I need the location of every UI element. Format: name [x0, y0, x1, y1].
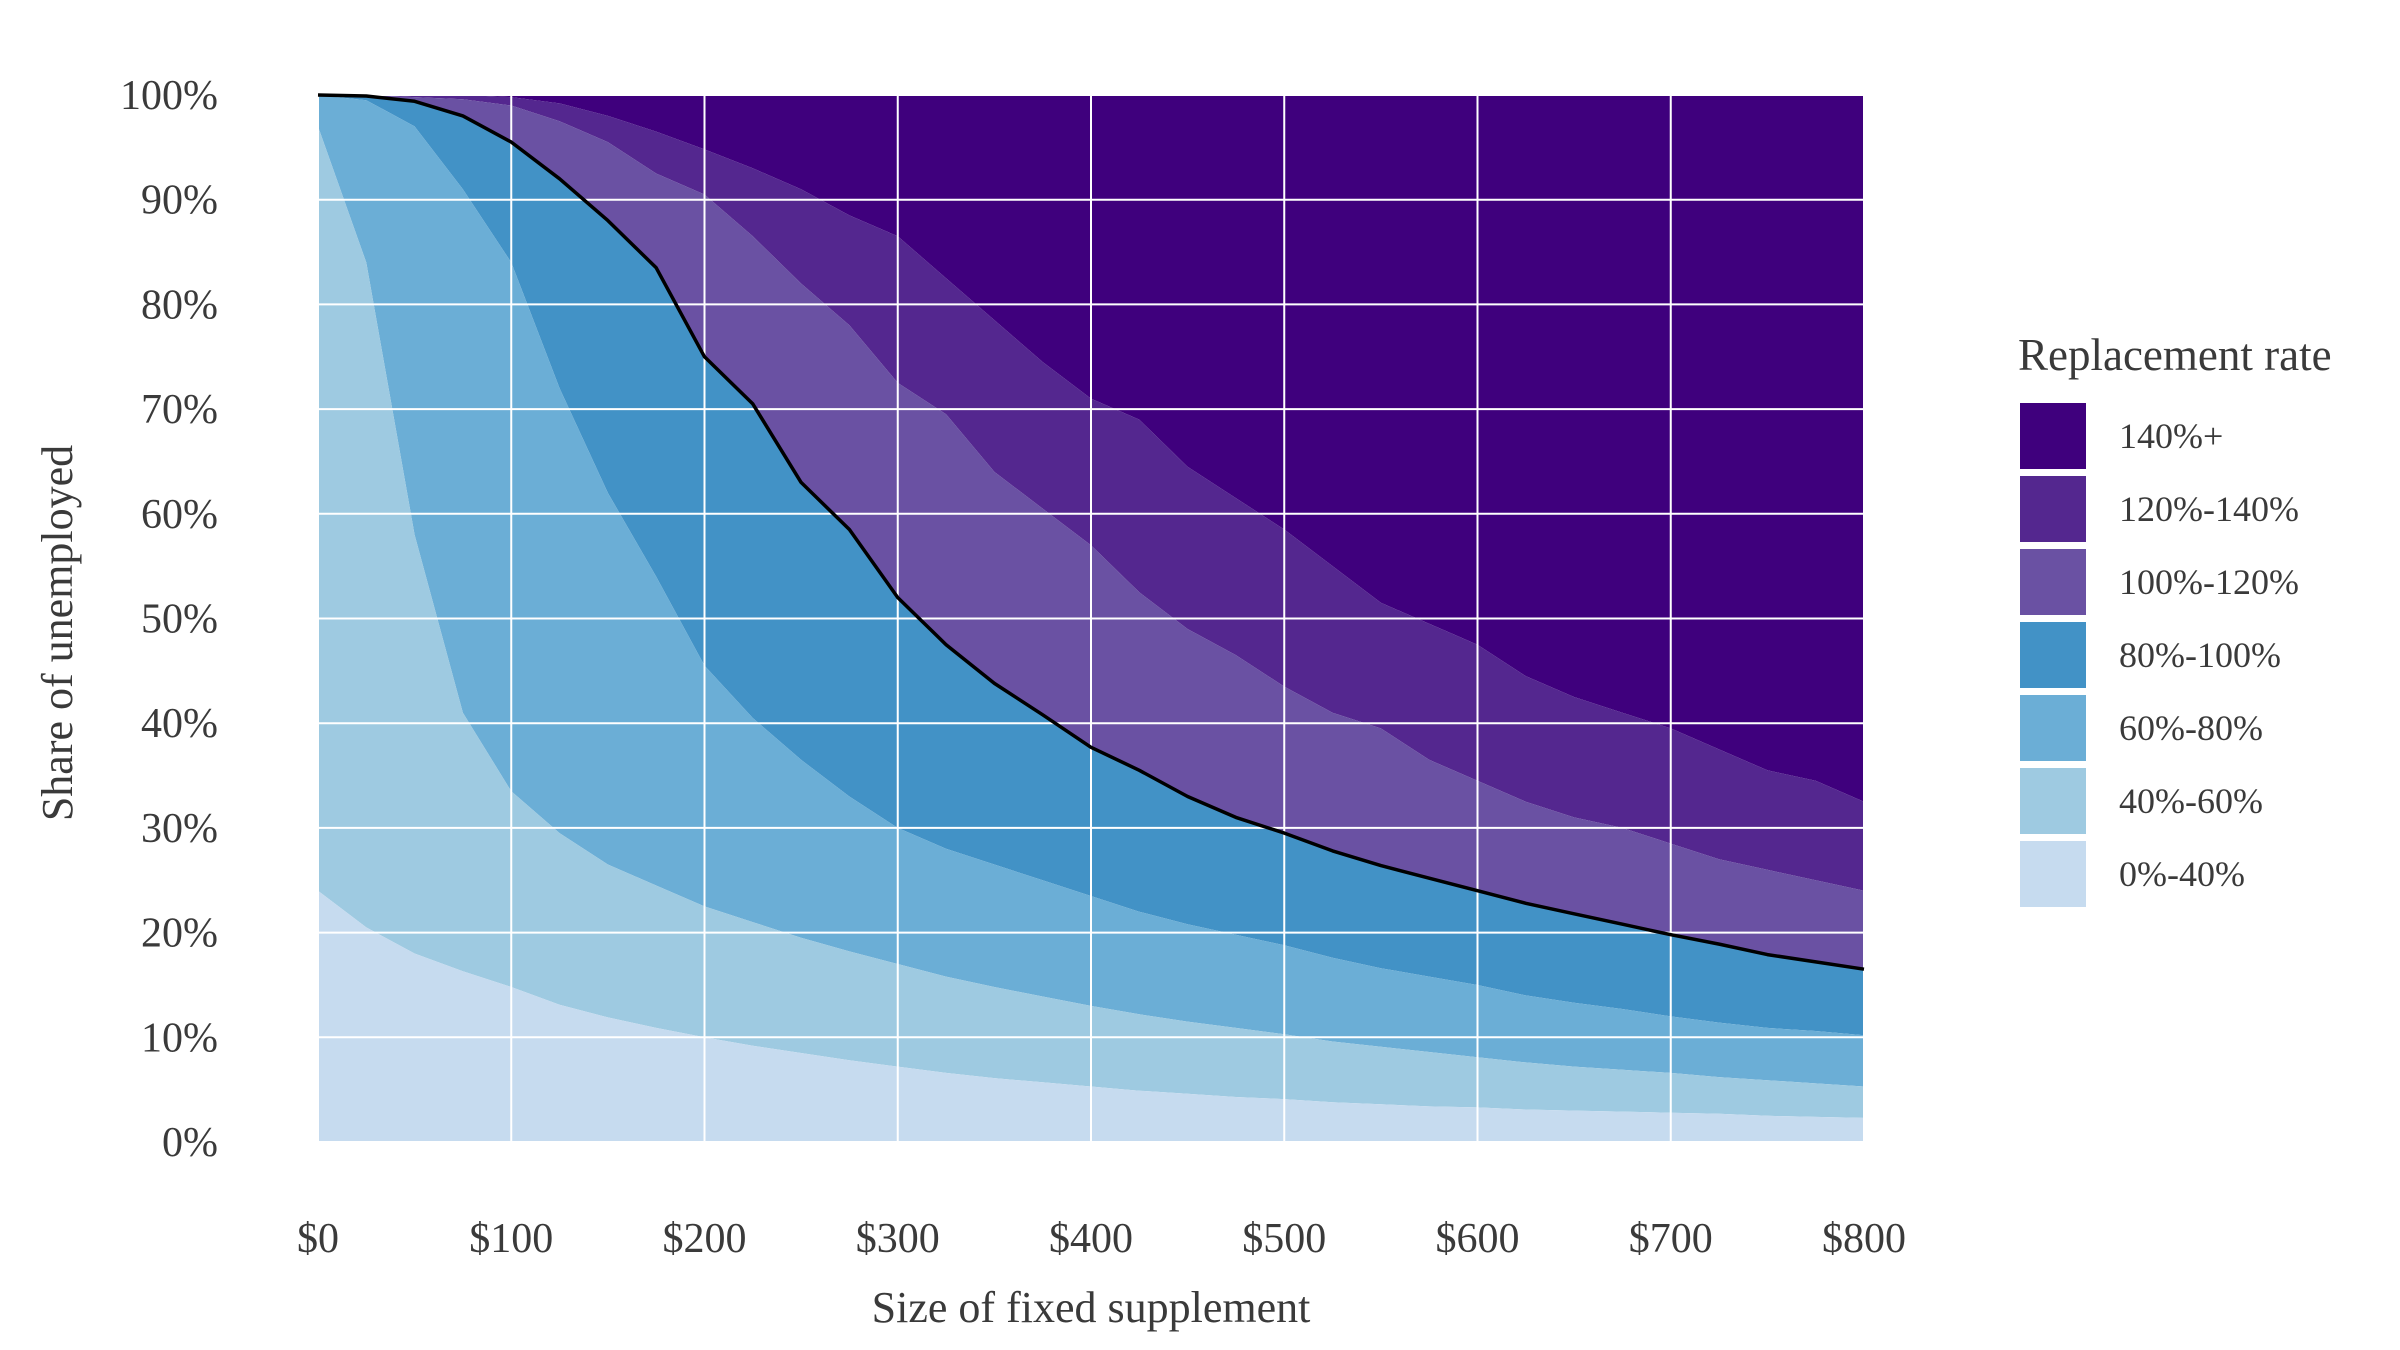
- replacement-100-line-path: [317, 93, 1865, 971]
- legend-swatch-0pct-40pct: [2020, 841, 2086, 907]
- x-tick-label: $800: [1822, 1216, 1906, 1262]
- x-tick-label: $300: [856, 1216, 940, 1262]
- y-tick-label: 10%: [141, 1015, 218, 1061]
- legend-label-80pct-100pct: 80%-100%: [2119, 635, 2281, 675]
- y-tick-label: 70%: [141, 387, 218, 433]
- legend-label-60pct-80pct: 60%-80%: [2119, 708, 2263, 748]
- y-tick-label: 0%: [162, 1120, 218, 1166]
- x-tick-label: $100: [469, 1216, 553, 1262]
- legend-swatch-120pct-140pct: [2020, 476, 2086, 542]
- legend-title: Replacement rate: [2018, 330, 2332, 380]
- legend-swatch-100pct-120pct: [2020, 549, 2086, 615]
- legend-label-40pct-60pct: 40%-60%: [2119, 781, 2263, 821]
- x-tick-label: $500: [1242, 1216, 1326, 1262]
- y-tick-label: 20%: [141, 911, 218, 957]
- legend-label-120pct-140pct: 120%-140%: [2119, 489, 2299, 529]
- legend-items: 140%+ 120%-140% 100%-120% 80%-100% 60%-80% 40…: [2020, 403, 2299, 907]
- y-tick-label: 40%: [141, 701, 218, 747]
- x-tick-label: $200: [663, 1216, 747, 1262]
- legend: Replacement rate 140%+ 120%-140% 100%-120%…: [2018, 330, 2332, 907]
- legend-swatch-80pct-100pct: [2020, 622, 2086, 688]
- x-tick-label: $600: [1436, 1216, 1520, 1262]
- x-tick-label: $700: [1629, 1216, 1713, 1262]
- legend-label-0pct-40pct: 0%-40%: [2119, 854, 2245, 894]
- y-tick-label: 100%: [120, 73, 218, 119]
- y-axis-ticks: 0% 10% 20% 30% 40% 50% 60% 70% 80% 90% 100%: [120, 73, 218, 1166]
- x-tick-label: $0: [297, 1216, 339, 1262]
- y-tick-label: 60%: [141, 492, 218, 538]
- y-tick-label: 90%: [141, 178, 218, 224]
- legend-swatch-60pct-80pct: [2020, 695, 2086, 761]
- x-axis-ticks: $0 $100 $200 $300 $400 $500 $600 $700 $800: [297, 1216, 1906, 1262]
- grid-lines: [317, 94, 1865, 1143]
- replacement-100-line: [317, 93, 1865, 971]
- y-axis-title: Share of unemployed: [33, 445, 82, 821]
- legend-label-140pctplus: 140%+: [2119, 416, 2223, 456]
- x-tick-label: $400: [1049, 1216, 1133, 1262]
- legend-swatch-40pct-60pct: [2020, 768, 2086, 834]
- y-tick-label: 80%: [141, 282, 218, 328]
- y-tick-label: 30%: [141, 806, 218, 852]
- x-axis-title: Size of fixed supplement: [872, 1283, 1311, 1332]
- y-tick-label: 50%: [141, 597, 218, 643]
- legend-label-100pct-120pct: 100%-120%: [2119, 562, 2299, 602]
- legend-swatch-140pctplus: [2020, 403, 2086, 469]
